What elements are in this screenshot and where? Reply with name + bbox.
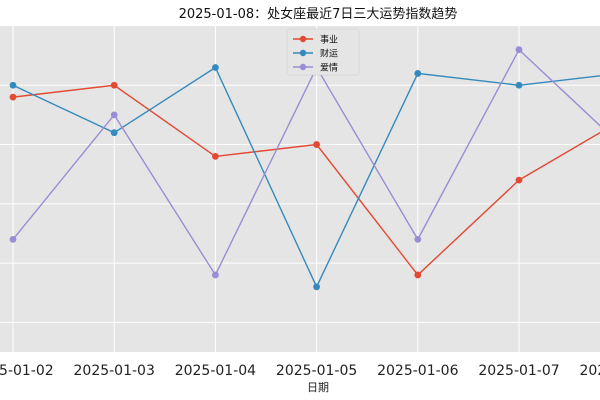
x-tick-label: 2025-01-06 (377, 363, 458, 379)
data-point (212, 271, 219, 279)
data-point (212, 64, 219, 71)
data-point (515, 176, 523, 184)
data-point (414, 271, 422, 279)
x-tick-label: 2025-01-08 (580, 363, 600, 379)
legend-entry-label: 事业 (320, 34, 338, 46)
chart-title: 2025-01-08：处女座最近7日三大运势指数趋势 (179, 6, 458, 22)
data-point (110, 81, 118, 89)
data-point (313, 283, 320, 291)
x-axis-label: 日期 (307, 381, 329, 394)
data-point (515, 46, 523, 54)
legend-swatch-marker (299, 63, 307, 71)
x-tick-label: 2025-01-02 (0, 363, 54, 379)
legend-entry-label: 财运 (320, 48, 338, 60)
legend-swatch-marker (299, 35, 307, 43)
legend-swatch-marker (299, 49, 307, 57)
data-point (9, 235, 17, 243)
x-tick-label: 2025-01-07 (478, 363, 559, 379)
data-point (313, 141, 320, 148)
data-point (9, 81, 17, 89)
plot-area: 2025-01-02 2025-01-03 2025-01-04 2025-01-05… (0, 26, 600, 379)
x-tick-label: 2025-01-04 (175, 363, 256, 379)
legend-entry-label: 爱情 (320, 62, 338, 74)
x-tick-label: 2025-01-03 (74, 363, 155, 379)
data-point (212, 153, 219, 160)
x-tick-label: 2025-01-05 (276, 363, 357, 379)
data-point (414, 235, 422, 243)
plot-background (0, 26, 600, 352)
data-point (110, 111, 118, 119)
data-point (414, 70, 422, 77)
data-point (110, 129, 118, 137)
data-point (515, 81, 523, 89)
data-point (9, 93, 17, 101)
